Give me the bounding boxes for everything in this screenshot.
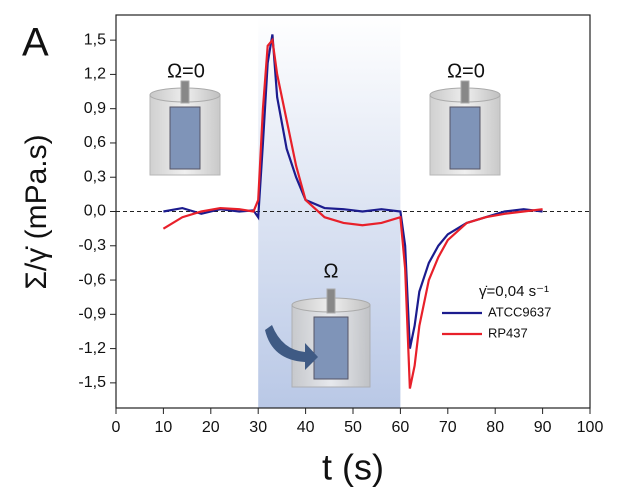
x-tick-label: 90: [534, 419, 552, 436]
x-tick-label: 50: [344, 419, 362, 436]
y-tick-label: -0,9: [78, 306, 106, 323]
y-tick-label: 0,0: [84, 203, 106, 220]
y-axis-label: Σ/γ̇ (mPa.s): [20, 134, 53, 289]
annotation: Ω=0: [167, 60, 205, 82]
y-tick-label: -1,5: [78, 374, 106, 391]
x-tick-label: 10: [155, 419, 173, 436]
annotation: Ω: [324, 260, 339, 282]
cylinder-illustration: [149, 80, 501, 388]
data-line: [162, 37, 543, 389]
legend-label: RP437: [488, 325, 528, 340]
x-axis-label: t (s): [322, 447, 384, 488]
legend-title: γ̇=0,04 s⁻¹: [479, 283, 549, 300]
y-tick-label: 0,6: [84, 134, 106, 151]
legend-label: ATCC9637: [488, 304, 551, 319]
x-tick-label: 100: [577, 419, 604, 436]
y-tick-label: 0,3: [84, 168, 106, 185]
x-tick-label: 30: [249, 419, 267, 436]
panel-label: A: [22, 21, 49, 65]
y-tick-label: -0,6: [78, 271, 106, 288]
x-tick-label: 40: [297, 419, 315, 436]
y-tick-label: -0,3: [78, 237, 106, 254]
y-tick-label: -1,2: [78, 340, 106, 357]
annotation: Ω=0: [447, 60, 485, 82]
y-tick-label: 0,9: [84, 100, 106, 117]
x-tick-label: 80: [486, 419, 504, 436]
plot-frame: [115, 14, 591, 409]
x-tick-label: 20: [202, 419, 220, 436]
x-tick-label: 70: [439, 419, 457, 436]
y-tick-label: 1,2: [84, 66, 106, 83]
y-tick-label: 1,5: [84, 31, 106, 48]
x-tick-label: 0: [112, 419, 121, 436]
x-tick-label: 60: [392, 419, 410, 436]
